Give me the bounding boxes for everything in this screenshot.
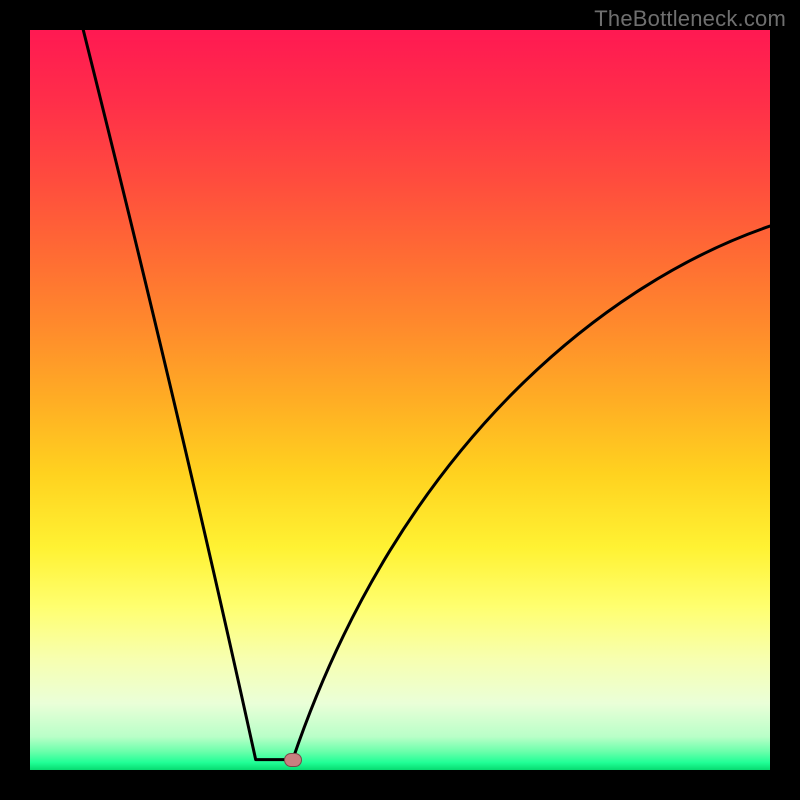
plot-area <box>30 30 770 770</box>
bottleneck-curve <box>30 30 770 770</box>
chart-frame: TheBottleneck.com <box>0 0 800 800</box>
optimum-marker <box>284 753 302 767</box>
watermark-text: TheBottleneck.com <box>594 6 786 32</box>
